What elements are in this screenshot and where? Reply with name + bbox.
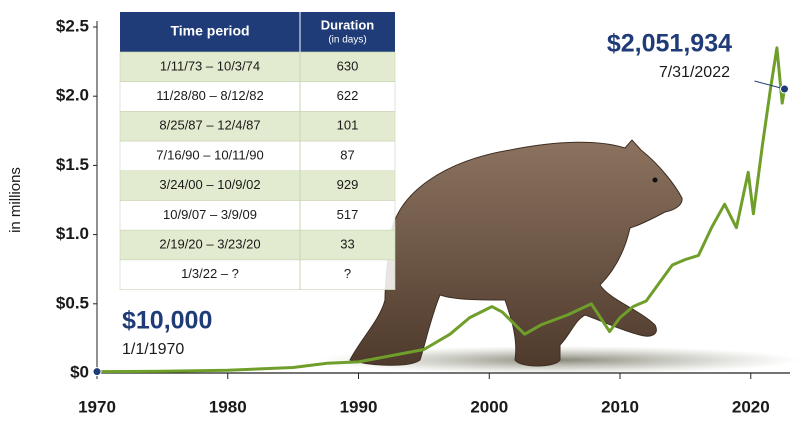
table-cell: 630 (337, 58, 359, 73)
table-cell: 3/24/00 – 10/9/02 (159, 177, 260, 192)
table-cell: 101 (337, 118, 359, 133)
bear-eye (652, 177, 658, 183)
table-header-note: (in days) (328, 35, 366, 46)
x-tick-label: 2020 (732, 397, 770, 416)
data-line (96, 46, 786, 374)
y-tick-label: $1.0 (56, 224, 89, 243)
table-cell: 1/11/73 – 10/3/74 (160, 58, 260, 73)
bear-illustration (349, 139, 683, 367)
table-cell: 622 (337, 88, 359, 103)
table-cell: 2/19/20 – 3/23/20 (159, 236, 260, 251)
table-cell: 10/9/07 – 3/9/09 (163, 207, 257, 222)
table-cell: ? (344, 266, 351, 281)
x-tick-label: 2000 (470, 397, 508, 416)
annotation-date: 1/1/1970 (122, 341, 184, 358)
table-cell: 929 (337, 177, 359, 192)
plot: $0 $0.5 $1.0 $1.5 $2.0 $2.5 1970 1980 1990 2000 20… (56, 16, 790, 416)
x-tick-label: 1980 (209, 397, 247, 416)
table-cell: 33 (340, 236, 354, 251)
table-cell: 7/16/90 – 10/11/90 (156, 147, 263, 162)
y-tick-label: $0.5 (56, 293, 89, 312)
table-row-bg (119, 259, 396, 290)
table-header: Duration (321, 17, 375, 32)
table-cell: 517 (337, 207, 359, 222)
x-tick-label: 1990 (340, 397, 378, 416)
table-cell: 1/3/22 – ? (181, 266, 239, 281)
table-row-bg (119, 170, 396, 201)
y-tick-label: $2.5 (56, 16, 89, 35)
table: Time period Duration (in days) 1/11/73 – 10… (119, 12, 396, 290)
annotation-date: 7/31/2022 (659, 64, 730, 81)
data-point (780, 84, 790, 94)
x-tick-label: 1970 (78, 397, 116, 416)
table-row-bg (119, 140, 396, 172)
table-row-bg (119, 229, 396, 261)
data-point (92, 367, 102, 377)
y-tick-label: $0 (70, 362, 89, 381)
table-row-bg (119, 81, 396, 112)
y-tick-label: $1.5 (56, 155, 89, 174)
x-tick-label: 2010 (601, 397, 639, 416)
y-axis-label: in millions (7, 167, 24, 233)
annotation-value: $10,000 (122, 307, 212, 335)
table-cell: 8/25/87 – 12/4/87 (159, 118, 260, 133)
table-header: Time period (170, 23, 249, 39)
leader-line (754, 80, 785, 90)
table-row-bg (119, 111, 396, 142)
annotation-value: $2,051,934 (607, 30, 732, 58)
table-cell: 11/28/80 – 8/12/82 (156, 88, 263, 103)
table-row-bg (119, 51, 396, 83)
table-header-bg (120, 12, 395, 52)
table-cell: 87 (340, 147, 354, 162)
y-tick-label: $2.0 (56, 86, 89, 105)
